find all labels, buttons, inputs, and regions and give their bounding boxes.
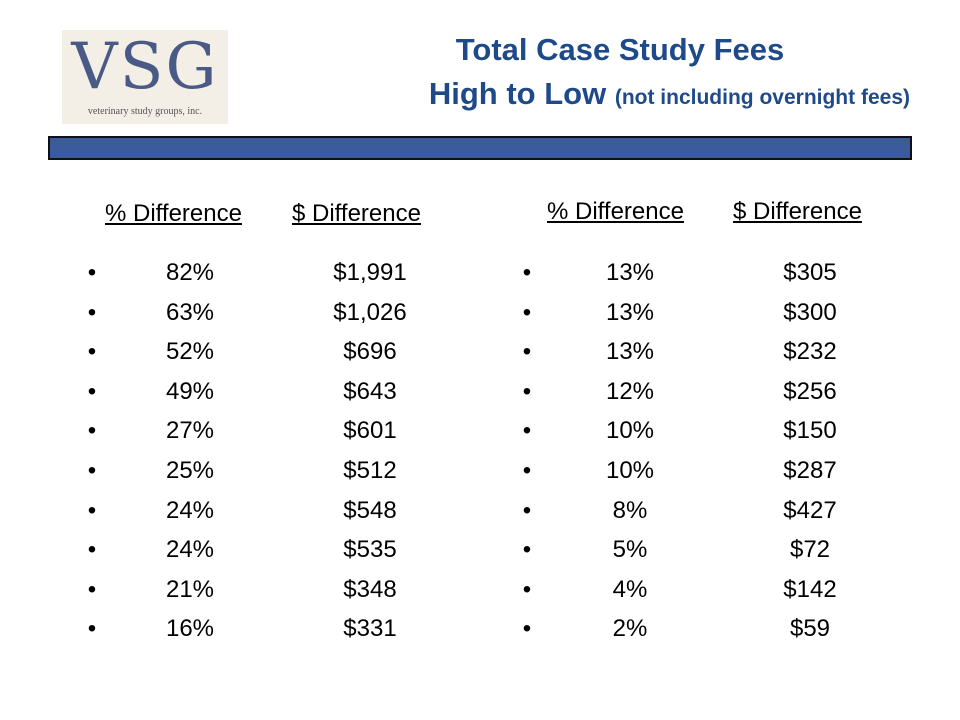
- bullet-icon: •: [522, 457, 532, 484]
- pct-value: 52%: [165, 338, 215, 366]
- list-item: • 52% $696: [82, 332, 442, 371]
- right-amt-header: $ Difference: [733, 198, 862, 225]
- list-item: • 63% $1,026: [82, 293, 442, 332]
- bullet-icon: •: [87, 575, 97, 603]
- amt-value: $348: [343, 575, 397, 603]
- amt-value: $427: [783, 496, 837, 524]
- amt-value: $512: [343, 457, 397, 484]
- pct-value: 13%: [605, 259, 655, 286]
- list-item: • 10% $287: [517, 451, 877, 490]
- pct-value: 27%: [165, 417, 215, 445]
- bullet-icon: •: [87, 377, 97, 405]
- subtitle-note: (not including overnight fees): [614, 86, 910, 109]
- subtitle-main: High to Low: [428, 76, 607, 111]
- bullet-icon: •: [522, 259, 532, 286]
- bullet-icon: •: [87, 417, 97, 445]
- amt-value: $142: [783, 575, 837, 603]
- list-item: • 25% $512: [82, 451, 442, 490]
- pct-value: 13%: [605, 338, 655, 366]
- list-item: • 27% $601: [82, 411, 442, 450]
- pct-value: 4%: [612, 575, 648, 603]
- pct-value: 10%: [605, 417, 655, 445]
- pct-value: 5%: [612, 536, 648, 564]
- bullet-icon: •: [522, 377, 532, 405]
- logo-subtitle: veterinary study groups, inc.: [87, 106, 203, 117]
- bullet-icon: •: [87, 615, 97, 643]
- list-item: • 16% $331: [82, 609, 442, 648]
- amt-value: $150: [783, 417, 837, 445]
- amt-value: $232: [783, 338, 837, 366]
- page-title: Total Case Study Fees: [455, 32, 785, 67]
- amt-value: $535: [343, 536, 397, 564]
- bullet-icon: •: [87, 298, 97, 326]
- pct-value: 16%: [165, 615, 215, 643]
- amt-value: $643: [343, 377, 397, 405]
- list-item: • 13% $305: [517, 253, 877, 292]
- bullet-icon: •: [522, 338, 532, 366]
- amt-value: $1,026: [333, 298, 407, 326]
- pct-value: 49%: [165, 377, 215, 405]
- pct-value: 25%: [165, 457, 215, 484]
- logo-mark: VSG: [71, 30, 219, 104]
- pct-value: 12%: [605, 377, 655, 405]
- amt-value: $72: [789, 536, 831, 564]
- amt-value: $300: [783, 298, 837, 326]
- list-item: • 8% $427: [517, 491, 877, 530]
- list-item: • 10% $150: [517, 411, 877, 450]
- amt-value: $59: [789, 615, 831, 643]
- amt-value: $548: [343, 496, 397, 524]
- pct-value: 21%: [165, 575, 215, 603]
- divider-bar: [48, 136, 912, 160]
- list-item: • 24% $535: [82, 530, 442, 569]
- amt-value: $305: [783, 259, 837, 286]
- bullet-icon: •: [522, 536, 532, 564]
- bullet-icon: •: [87, 496, 97, 524]
- pct-value: 63%: [165, 298, 215, 326]
- bullet-icon: •: [87, 338, 97, 366]
- amt-value: $1,991: [333, 259, 407, 286]
- list-item: • 24% $548: [82, 491, 442, 530]
- list-item: • 21% $348: [82, 570, 442, 609]
- amt-value: $287: [783, 457, 837, 484]
- pct-value: 2%: [612, 615, 648, 643]
- right-pct-header: % Difference: [547, 198, 684, 225]
- list-item: • 5% $72: [517, 530, 877, 569]
- pct-value: 24%: [165, 496, 215, 524]
- list-item: • 13% $300: [517, 293, 877, 332]
- bullet-icon: •: [87, 536, 97, 564]
- list-item: • 82% $1,991: [82, 253, 442, 292]
- pct-value: 13%: [605, 298, 655, 326]
- vsg-logo: VSG veterinary study groups, inc.: [62, 30, 228, 124]
- page-subtitle: High to Low (not including overnight fee…: [330, 75, 910, 117]
- pct-value: 24%: [165, 536, 215, 564]
- amt-value: $331: [343, 615, 397, 643]
- list-item: • 49% $643: [82, 372, 442, 411]
- amt-value: $601: [343, 417, 397, 445]
- pct-value: 82%: [165, 259, 215, 286]
- list-item: • 13% $232: [517, 332, 877, 371]
- list-item: • 4% $142: [517, 570, 877, 609]
- bullet-icon: •: [87, 259, 97, 286]
- pct-value: 8%: [612, 496, 648, 524]
- list-item: • 12% $256: [517, 372, 877, 411]
- bullet-icon: •: [522, 615, 532, 643]
- bullet-icon: •: [522, 298, 532, 326]
- left-amt-header: $ Difference: [292, 200, 421, 227]
- bullet-icon: •: [522, 496, 532, 524]
- list-item: • 2% $59: [517, 609, 877, 648]
- pct-value: 10%: [605, 457, 655, 484]
- left-pct-header: % Difference: [105, 200, 242, 227]
- amt-value: $696: [343, 338, 397, 366]
- bullet-icon: •: [522, 417, 532, 445]
- amt-value: $256: [783, 377, 837, 405]
- bullet-icon: •: [522, 575, 532, 603]
- bullet-icon: •: [87, 457, 97, 484]
